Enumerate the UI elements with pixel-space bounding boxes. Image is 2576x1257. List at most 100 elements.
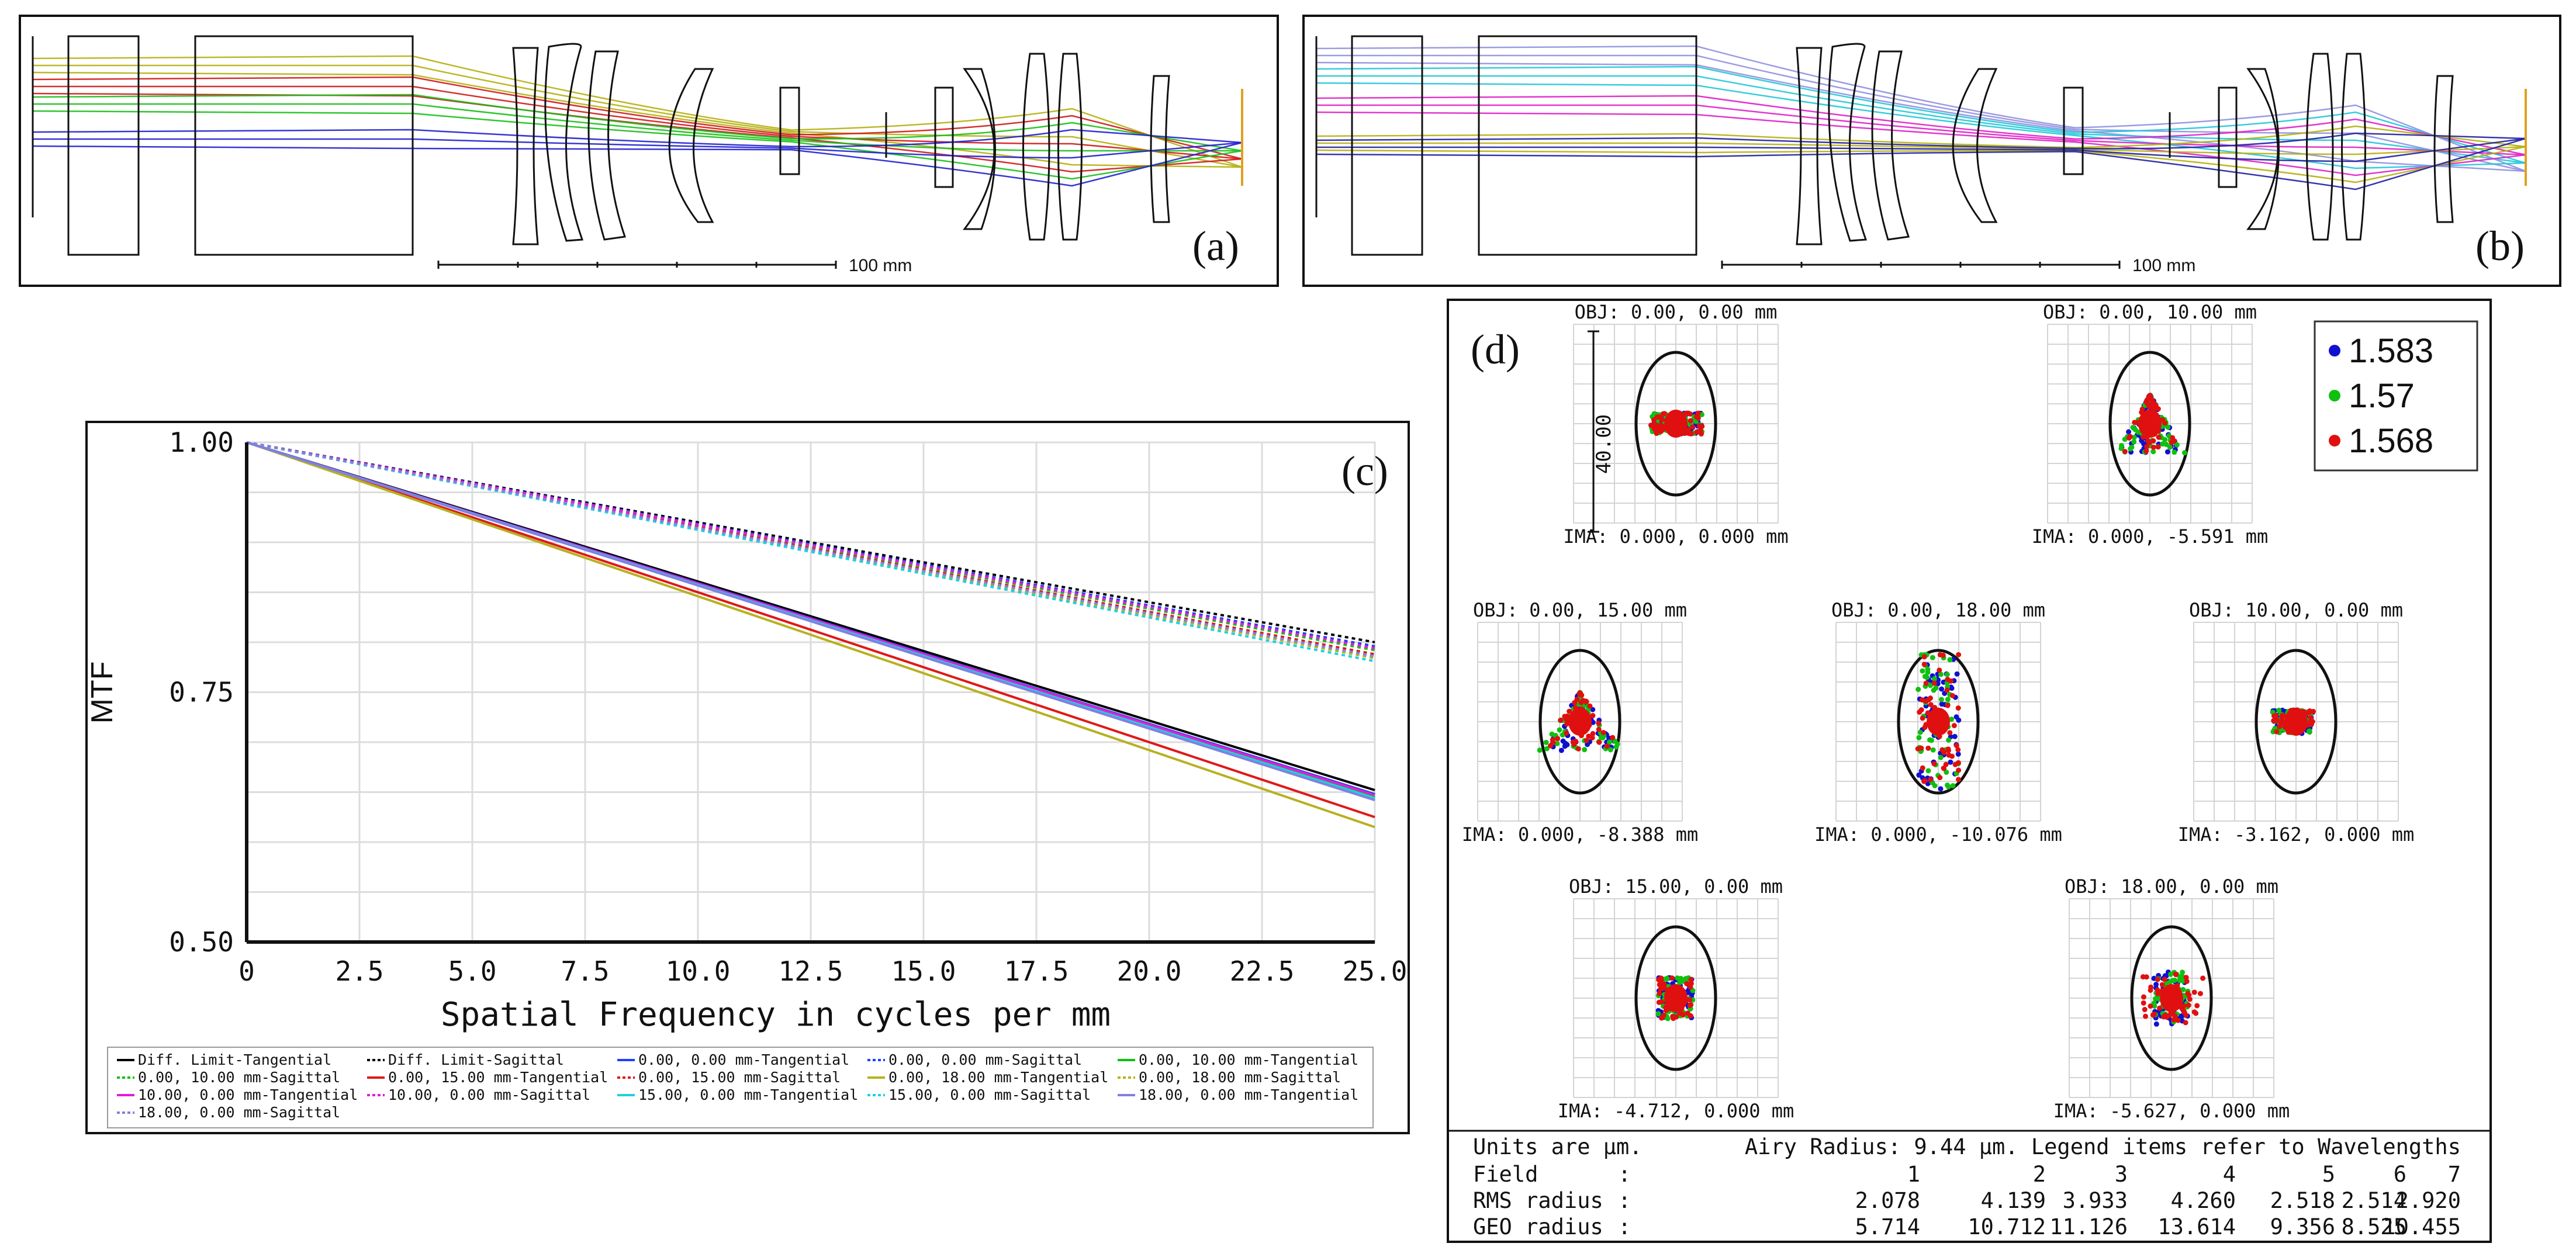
mtf-series xyxy=(246,441,1375,829)
y-tick-label: 0.50 xyxy=(169,926,234,958)
spot-ray-point xyxy=(1945,677,1951,683)
airy-disk xyxy=(1538,649,1621,795)
spot-ray-point xyxy=(2308,715,2314,721)
spot-table-sep: : xyxy=(1618,1162,1631,1187)
mtf-series-line xyxy=(246,441,1375,819)
x-tick-label: 22.5 xyxy=(1230,955,1295,987)
spot-ray-point xyxy=(2134,420,2139,425)
lens-element xyxy=(1828,43,1868,242)
spot-ray-point xyxy=(1537,747,1543,753)
spot-field: OBJ: 0.00, 18.00 mm IMA: 0.000, -10.076 m… xyxy=(1814,599,2062,846)
spot-ray-point xyxy=(1590,713,1596,719)
airy-disk xyxy=(1634,925,1717,1071)
spot-ray-point xyxy=(2274,729,2280,735)
spot-ray-point xyxy=(1928,737,1934,743)
panel-c-tag: (c) xyxy=(1341,448,1388,494)
lens-element xyxy=(587,50,627,241)
lens-element xyxy=(2246,68,2280,230)
spot-table-rms: 2.514 xyxy=(2342,1188,2406,1213)
spot-legend xyxy=(2314,320,2478,472)
spot-ray-point xyxy=(1956,652,1962,657)
ray xyxy=(33,138,1243,159)
spot-ray-point xyxy=(2131,439,2137,445)
spot-ray-point xyxy=(2181,1010,2187,1016)
spot-ray-point xyxy=(2197,991,2203,996)
spot-ray-point xyxy=(1921,662,1927,667)
panel-b-scale-bar xyxy=(1721,261,2121,269)
spot-ray-point xyxy=(1952,733,1958,739)
spot-ray-point xyxy=(1945,697,1951,702)
prism-block xyxy=(1351,35,1423,256)
spot-ray-point xyxy=(2149,401,2155,407)
spot-ray-point xyxy=(1931,676,1937,682)
spot-ray-point xyxy=(1573,738,1579,744)
spot-ray-point xyxy=(1923,680,1929,686)
spot-ray-point xyxy=(2155,444,2161,450)
spot-ray-point xyxy=(2148,1003,2153,1009)
spot-table-airy: Airy Radius: 9.44 µm. Legend items refer… xyxy=(1745,1134,2461,1159)
legend-label: 10.00, 0.00 mm-Sagittal xyxy=(388,1086,590,1103)
spot-ray-point xyxy=(1596,726,1602,732)
spot-ray-point xyxy=(1547,743,1553,749)
spot-ima-label: IMA: -4.712, 0.000 mm xyxy=(1558,1100,1794,1122)
spot-legend-dot xyxy=(2329,345,2340,356)
spot-ray-point xyxy=(1920,765,1925,771)
spot-ray-point xyxy=(1689,431,1695,437)
spot-ray-point xyxy=(1945,782,1951,788)
spot-table-field: 1 xyxy=(1907,1162,1920,1187)
spot-ray-point xyxy=(2200,975,2206,981)
spot-ray-point xyxy=(2273,715,2279,721)
spot-ima-label: IMA: 0.000, -10.076 mm xyxy=(1814,823,2062,846)
lens-element xyxy=(2218,86,2238,188)
ray xyxy=(1316,82,2526,169)
spot-ray-point xyxy=(2276,707,2282,713)
spot-ray-point xyxy=(1955,747,1961,753)
spot-table-geo: 9.356 xyxy=(2270,1214,2335,1239)
spot-ray-point xyxy=(2118,445,2124,451)
x-tick-label: 2.5 xyxy=(335,955,383,987)
spot-ray-point xyxy=(2174,442,2180,448)
mtf-y-axis-label: MTF xyxy=(85,662,119,724)
spot-ray-point xyxy=(1564,730,1569,736)
spot-ray-point xyxy=(1680,1012,1686,1018)
legend-label: 0.00, 15.00 mm-Tangential xyxy=(388,1069,608,1086)
spot-ray-point xyxy=(2157,1005,2163,1011)
spot-ray-point xyxy=(1938,754,1944,760)
spot-ray-point xyxy=(1918,745,1924,751)
spot-ray-point xyxy=(2144,444,2150,449)
spot-ray-point xyxy=(2155,976,2160,982)
spot-scale-label: 40.00 xyxy=(1592,414,1616,474)
panel-b-scale-label: 100 mm xyxy=(2132,256,2195,275)
spot-ray-point xyxy=(1696,423,1702,429)
spot-field: OBJ: 0.00, 10.00 mm IMA: 0.000, -5.591 mm xyxy=(2032,301,2269,548)
y-tick-label: 0.75 xyxy=(169,677,234,708)
spot-legend-label: 1.583 xyxy=(2349,332,2433,370)
spot-ray-point xyxy=(1956,767,1962,773)
spot-ray-point xyxy=(1671,1016,1676,1021)
spot-field: OBJ: 0.00, 15.00 mm IMA: 0.000, -8.388 mm xyxy=(1462,599,1699,846)
spot-table-field: 3 xyxy=(2115,1162,2128,1187)
spot-ray-point xyxy=(2184,978,2190,984)
spot-ray-point xyxy=(1915,687,1921,692)
spot-ray-point xyxy=(1600,730,1606,736)
legend-label: Diff. Limit-Tangential xyxy=(138,1051,331,1068)
spot-ray-point xyxy=(1944,671,1950,677)
x-tick-label: 5.0 xyxy=(448,955,496,987)
spot-ray-point xyxy=(1558,747,1564,753)
lens-element xyxy=(2341,53,2366,241)
spot-ray-point xyxy=(1932,782,1938,788)
mtf-legend-entries: Diff. Limit-Tangential Diff. Limit-Sagitt… xyxy=(117,1051,1358,1121)
spot-ray-point xyxy=(1925,745,1931,751)
spot-ray-point xyxy=(1688,418,1693,424)
spot-ray-point xyxy=(1937,667,1942,673)
spot-table-geo: 8.525 xyxy=(2342,1214,2406,1239)
spot-ray-point xyxy=(1590,730,1596,736)
spot-ray-point xyxy=(2135,430,2141,435)
spot-ray-point xyxy=(1587,703,1593,709)
spot-ray-point xyxy=(1938,786,1944,792)
x-tick-label: 17.5 xyxy=(1004,955,1069,987)
spot-ray-point xyxy=(1922,674,1928,680)
lens-element xyxy=(779,86,800,175)
spot-ray-point xyxy=(1928,777,1934,782)
